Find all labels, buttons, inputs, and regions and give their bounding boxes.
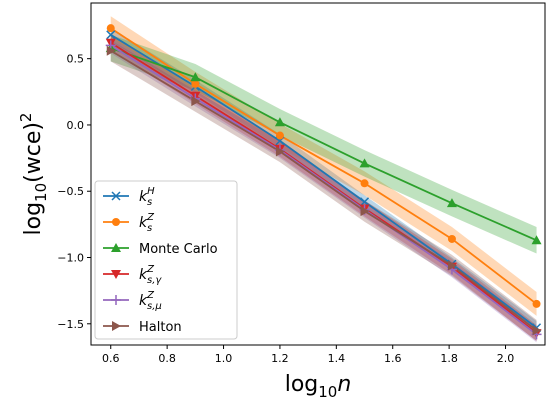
x-axis-ticks: 0.6 0.8 1.0 1.2 1.4 1.6 1.8 2.0 [102,345,514,365]
legend-marker [111,270,121,279]
ksZ-point [106,24,115,33]
halton-point [447,260,457,271]
legend-marker [112,218,120,226]
y-axis-label: log10(wce)2 [17,113,50,236]
y-tick-label: −1.5 [57,318,84,331]
legend: kH s kZ s Monte Carlo kZ s,γ kZ s,μ Halton [94,180,238,340]
x-tick-label: 1.6 [384,352,402,365]
mc-point [531,235,542,245]
legend-label: kZ s [139,212,155,234]
ksH-band [110,28,537,335]
series-lines [110,27,538,336]
x-tick-label: 1.4 [328,352,346,365]
ksZ-point [275,131,284,140]
x-tick-label: 1.0 [215,352,233,365]
x-tick-label: 2.0 [497,352,515,365]
y-tick-label: −0.5 [57,185,84,198]
legend-label: kH s [139,186,155,208]
series-markers [105,24,542,340]
legend-marker [112,321,121,331]
mc-point [274,117,285,127]
y-tick-label: −1.0 [57,252,84,265]
y-axis-ticks: 0.5 0.0 −0.5 −1.0 −1.5 [57,53,91,331]
mc-point [190,72,201,82]
x-tick-label: 0.8 [158,352,176,365]
legend-item-ksH: kH s [103,186,155,208]
halton-point [360,206,370,217]
ksZ-band [110,16,537,316]
mc-line [110,47,537,242]
ksmu-line [110,44,538,336]
x-tick-label: 0.6 [102,352,120,365]
ksZ-point [360,179,369,188]
legend-marker [111,243,121,252]
legend-item-ksgamma: kZ s,γ [103,264,162,286]
halton-band [110,40,537,342]
legend-item-ksZ: kZ s [103,212,155,234]
mc-point [359,158,370,168]
legend-marker [111,191,121,201]
legend-item-mc: Monte Carlo [103,242,218,257]
ksZ-line [110,27,538,305]
halton-point [532,325,542,336]
plot-frame [90,2,546,346]
legend-frame [94,180,238,340]
legend-label: kZ s,γ [139,264,162,286]
ksZ-point [191,79,200,88]
legend-label: Monte Carlo [139,242,218,257]
legend-item-halton: Halton [103,320,182,335]
halton-point [106,45,116,56]
ksH-point [106,30,116,40]
mc-point [446,198,457,208]
ksgamma-line [110,42,538,334]
legend-marker [111,295,121,305]
x-tick-label: 1.2 [271,352,289,365]
x-axis-label: log10n [285,372,352,401]
legend-item-ksmu: kZ s,μ [103,290,162,312]
halton-point [191,96,201,107]
ksZ-point [532,299,541,308]
x-tick-label: 1.8 [440,352,458,365]
halton-point [275,146,285,157]
legend-label: Halton [139,320,182,335]
legend-label: kZ s,μ [139,290,162,312]
ksH-line [110,34,538,329]
halton-line [110,49,538,332]
y-tick-label: 0.5 [67,53,85,66]
ksZ-point [447,234,456,243]
y-tick-label: 0.0 [67,119,85,132]
